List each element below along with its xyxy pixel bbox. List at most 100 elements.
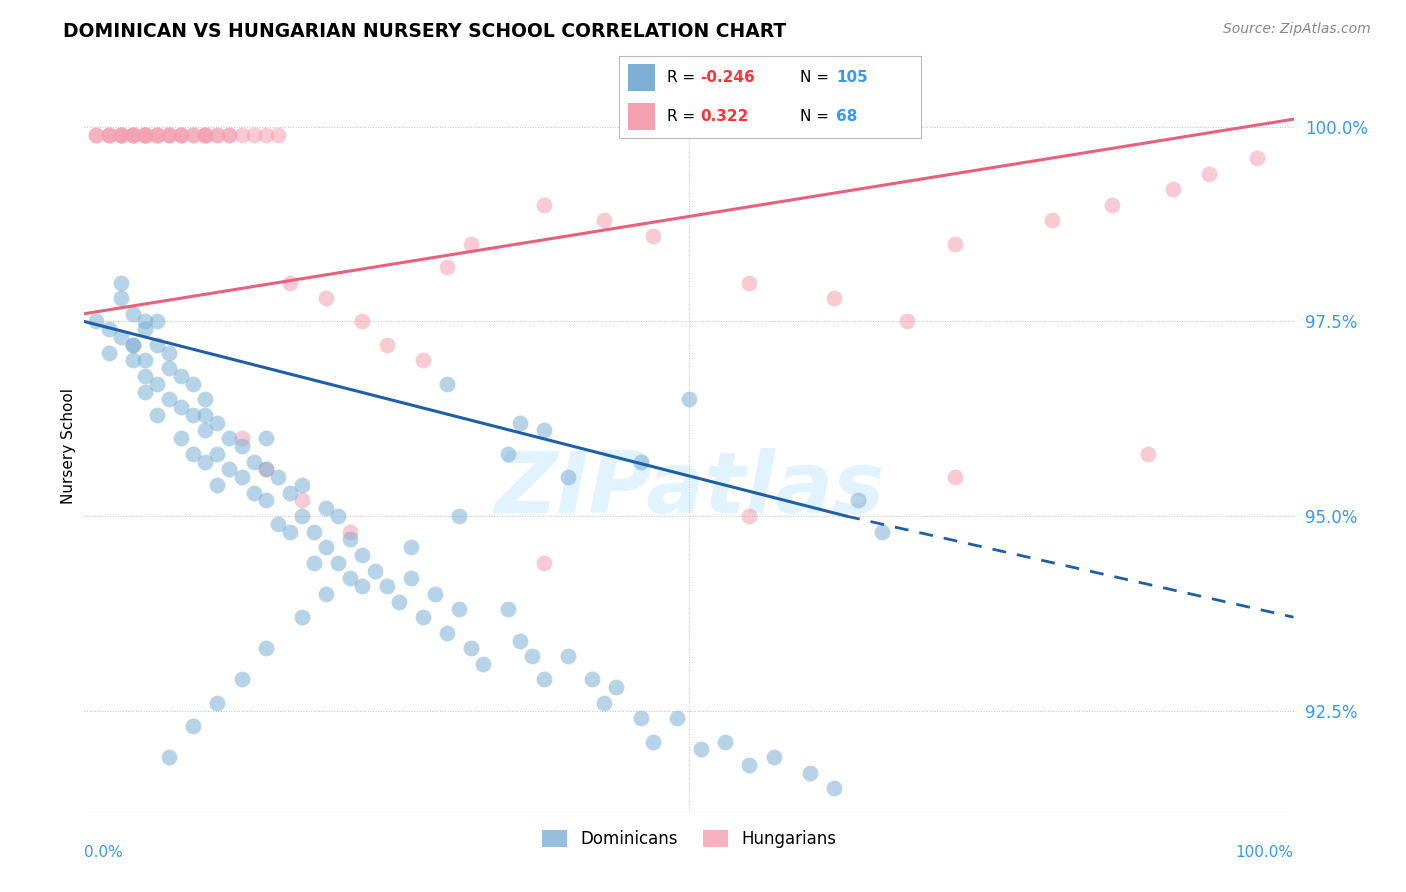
Point (593, 696, 616, 710)
Point (194, 424, 217, 438)
Point (291, 610, 314, 624)
Point (170, 431, 193, 445)
Point (557, 649, 579, 664)
Point (121, 307, 143, 321)
Point (302, 524, 325, 539)
Point (157, 392, 180, 407)
Point (121, 128, 143, 142)
Point (714, 734, 737, 748)
Point (170, 128, 193, 142)
Point (134, 128, 156, 142)
Point (242, 454, 264, 468)
Point (267, 128, 290, 142)
Point (121, 338, 143, 352)
Point (315, 587, 337, 601)
Point (146, 128, 169, 142)
Point (291, 478, 314, 492)
Point (1137, 447, 1160, 461)
Text: 0.322: 0.322 (700, 109, 748, 124)
Point (97, 128, 120, 142)
Point (110, 291, 132, 305)
Point (678, 392, 700, 407)
Bar (627, 63, 655, 91)
Point (86, 314, 108, 328)
Text: DOMINICAN VS HUNGARIAN NURSERY SCHOOL CORRELATION CHART: DOMINICAN VS HUNGARIAN NURSERY SCHOOL CO… (63, 22, 786, 41)
Point (97, 345, 120, 359)
Point (157, 128, 180, 142)
Point (121, 128, 143, 142)
Point (110, 128, 132, 142)
Point (278, 485, 301, 500)
Point (533, 673, 555, 687)
Point (181, 447, 204, 461)
Point (436, 260, 458, 274)
Point (170, 400, 193, 414)
Bar (627, 103, 655, 130)
Point (254, 431, 277, 445)
Point (134, 128, 156, 142)
Point (823, 781, 845, 796)
Point (399, 571, 422, 585)
Text: R =: R = (666, 70, 700, 85)
Point (134, 368, 156, 383)
Point (762, 750, 785, 764)
Point (254, 462, 277, 476)
Point (496, 602, 519, 616)
Point (157, 128, 180, 142)
Point (86, 128, 108, 142)
Point (267, 470, 290, 484)
Point (231, 128, 253, 142)
Point (181, 376, 204, 391)
Point (630, 454, 652, 468)
Point (339, 524, 361, 539)
Point (533, 424, 555, 438)
Point (436, 625, 458, 640)
Point (97, 128, 120, 142)
Point (436, 376, 458, 391)
Point (207, 416, 229, 430)
Point (134, 128, 156, 142)
Point (412, 610, 434, 624)
Point (291, 509, 314, 524)
Point (254, 462, 277, 476)
Text: R =: R = (666, 109, 704, 124)
Point (449, 509, 471, 524)
Point (352, 314, 374, 328)
Point (97, 322, 120, 336)
Point (157, 128, 180, 142)
Text: 100.0%: 100.0% (1236, 845, 1294, 860)
Point (231, 470, 253, 484)
Point (278, 276, 301, 290)
Point (146, 128, 169, 142)
Point (146, 338, 169, 352)
Point (363, 564, 385, 578)
Point (641, 734, 664, 748)
Text: ZIPatlas: ZIPatlas (494, 449, 884, 532)
Point (388, 594, 411, 608)
Point (412, 353, 434, 368)
Point (302, 556, 325, 570)
Point (605, 680, 627, 694)
Point (375, 338, 398, 352)
Text: 0.0%: 0.0% (84, 845, 124, 860)
Point (194, 128, 217, 142)
Point (460, 236, 482, 251)
Point (254, 641, 277, 656)
Point (146, 128, 169, 142)
Point (520, 649, 543, 664)
Point (315, 501, 337, 516)
Point (799, 765, 821, 780)
Point (194, 408, 217, 422)
Point (846, 493, 869, 508)
Point (533, 198, 555, 212)
Point (267, 516, 290, 531)
Point (399, 540, 422, 554)
Point (1246, 151, 1268, 165)
Point (352, 548, 374, 562)
Point (823, 291, 845, 305)
Point (509, 416, 531, 430)
Point (194, 128, 217, 142)
Point (121, 128, 143, 142)
Point (207, 128, 229, 142)
Point (423, 587, 446, 601)
